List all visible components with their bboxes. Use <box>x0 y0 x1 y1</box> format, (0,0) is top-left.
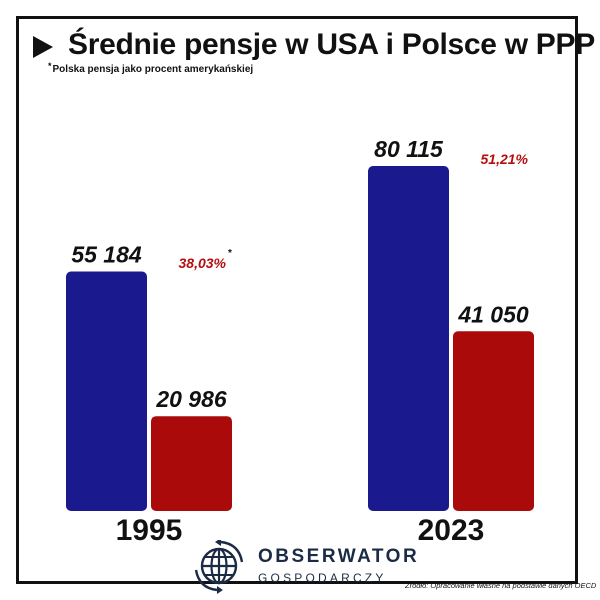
source-note: Źródło: Opracowanie własne na podstawie … <box>405 581 597 590</box>
value-label-2023-0: 80 115 <box>374 136 444 162</box>
chart-title: Średnie pensje w USA i Polsce w PPP <box>68 28 595 61</box>
year-label-2023: 2023 <box>418 514 485 547</box>
percent-label-1995: 38,03% <box>179 255 227 271</box>
subtitle-asterisk: * <box>48 61 52 71</box>
value-label-1995-0: 55 184 <box>71 241 142 267</box>
year-label-1995: 1995 <box>116 514 183 547</box>
bar-2023-poland <box>453 331 534 511</box>
bar-1995-poland <box>151 416 232 511</box>
logo-wordmark-line1: OBSERWATOR <box>258 546 420 567</box>
globe-logo-icon <box>194 540 244 594</box>
bar-1995-usa <box>66 271 147 511</box>
play-icon <box>33 36 53 58</box>
logo-wordmark-line2: GOSPODARCZY <box>258 571 387 585</box>
bar-2023-usa <box>368 166 449 511</box>
bars-layer <box>66 166 534 511</box>
value-label-1995-1: 20 986 <box>155 386 227 412</box>
chart-subtitle: *Polska pensja jako procent amerykańskie… <box>48 61 254 75</box>
labels-layer: 55 184 20 986 38,03%* 1995 80 115 41 050 51,21… <box>71 136 529 547</box>
percent-asterisk-1995: * <box>228 248 232 259</box>
value-label-2023-1: 41 050 <box>457 301 529 327</box>
percent-label-2023: 51,21% <box>481 151 529 167</box>
chart-frame <box>16 16 578 584</box>
subtitle-text: Polska pensja jako procent amerykańskiej <box>52 64 254 75</box>
